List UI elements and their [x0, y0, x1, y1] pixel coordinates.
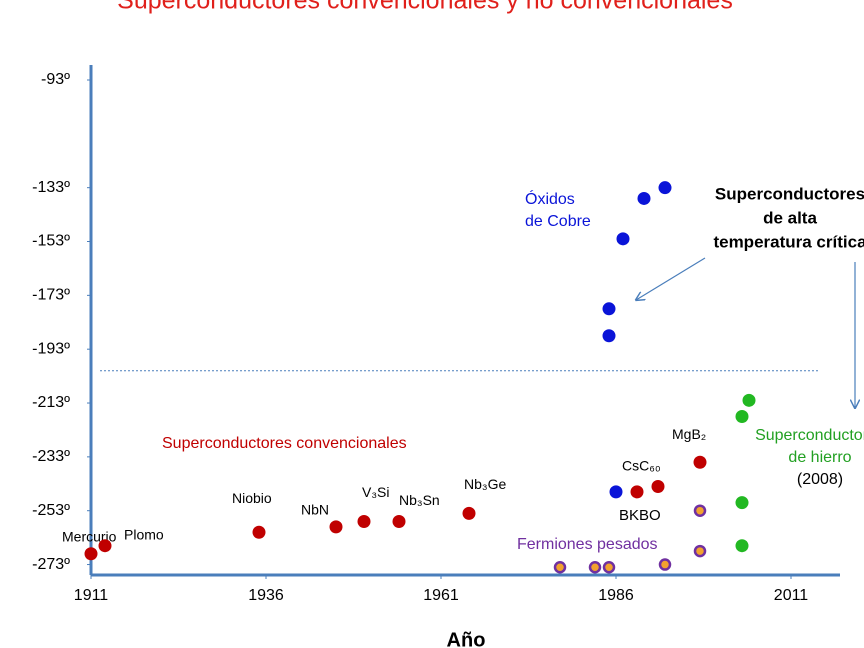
- point-label: BKBO: [619, 507, 661, 524]
- x-tick-label: 2011: [774, 587, 809, 604]
- annotation: Superconductores: [715, 184, 864, 203]
- point-label: Plomo: [124, 526, 164, 542]
- data-point: [609, 485, 623, 499]
- point-label: MgB₂: [672, 426, 706, 442]
- y-tick-label: -273º: [32, 556, 70, 573]
- annotation: de hierro: [788, 449, 851, 466]
- data-point: [252, 525, 266, 539]
- x-tick-label: 1911: [74, 587, 109, 604]
- annotation: Óxidos: [525, 189, 575, 208]
- y-tick-label: -133º: [32, 179, 70, 196]
- y-tick-label: -233º: [32, 448, 70, 465]
- y-tick-label: -153º: [32, 233, 70, 250]
- data-point: [329, 520, 343, 534]
- annotation: Fermiones pesados: [517, 536, 658, 553]
- chart-title: Superconductores convencionales y no con…: [117, 0, 733, 15]
- point-label: CsC₆₀: [622, 458, 661, 474]
- y-tick-label: -193º: [32, 340, 70, 357]
- data-point: [616, 232, 630, 246]
- point-label: V₃Si: [362, 484, 390, 500]
- x-tick-label: 1936: [248, 587, 284, 604]
- data-point: [735, 409, 749, 423]
- x-tick-label: 1961: [423, 587, 459, 604]
- y-tick-label: -213º: [32, 394, 70, 411]
- y-tick-label: -253º: [32, 502, 70, 519]
- point-label: Nb₃Ge: [464, 476, 506, 492]
- y-tick-label: -173º: [32, 287, 70, 304]
- data-point: [693, 455, 707, 469]
- arrow: [636, 257, 706, 300]
- annotation: Superconductores: [755, 427, 864, 444]
- data-point: [357, 514, 371, 528]
- data-point: [630, 485, 644, 499]
- annotation: (2008): [797, 471, 843, 488]
- data-point: [658, 181, 672, 195]
- data-point: [735, 539, 749, 553]
- data-point: [735, 496, 749, 510]
- data-point: [98, 539, 112, 553]
- x-tick-label: 1986: [598, 587, 634, 604]
- point-label: Niobio: [232, 490, 272, 506]
- y-tick-label: -93º: [41, 71, 70, 88]
- x-axis-label: Año: [447, 629, 486, 648]
- data-point: [693, 544, 707, 558]
- point-label: Nb₃Sn: [399, 492, 440, 508]
- annotation: temperatura crítica: [713, 232, 864, 251]
- point-label: NbN: [301, 502, 329, 518]
- data-point: [602, 560, 616, 574]
- data-point: [693, 504, 707, 517]
- data-point: [742, 393, 756, 407]
- data-point: [392, 514, 406, 528]
- annotation: de alta: [763, 208, 817, 227]
- data-point: [84, 547, 98, 561]
- data-point: [462, 506, 476, 520]
- data-point: [602, 302, 616, 316]
- data-point: [602, 329, 616, 343]
- data-point: [658, 558, 672, 571]
- data-point: [588, 560, 602, 574]
- data-point: [651, 479, 665, 493]
- data-point: [553, 560, 567, 574]
- annotation: Superconductores convencionales: [162, 435, 407, 452]
- annotation: de Cobre: [525, 213, 591, 230]
- data-point: [637, 191, 651, 205]
